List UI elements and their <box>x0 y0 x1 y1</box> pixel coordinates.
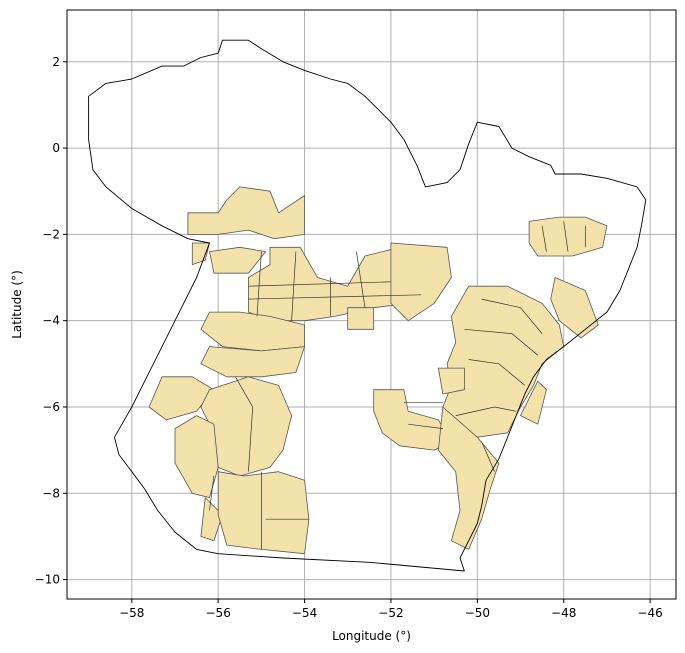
territory-region-4 <box>390 242 452 322</box>
state-boundary <box>88 39 647 572</box>
x-tick-label: −54 <box>292 606 317 620</box>
region-border-6 <box>235 376 254 472</box>
region-border-0 <box>256 251 262 317</box>
territory-region-18 <box>550 277 599 339</box>
axis-ticks: −58 −56 −54 −52 −50 −48 −46 −10 −8 −6 −4 −2 0 2 <box>35 55 663 620</box>
plot-frame <box>66 9 677 600</box>
region-border-4 <box>248 281 391 287</box>
x-tick-label: −46 <box>637 606 662 620</box>
region-border-12 <box>481 298 543 334</box>
y-tick-label: −4 <box>42 314 60 328</box>
x-tick-label: −56 <box>206 606 231 620</box>
region-border-13 <box>464 328 539 356</box>
region-border-14 <box>468 359 526 386</box>
territory-region-8 <box>148 376 215 421</box>
y-tick-label: −6 <box>42 400 60 414</box>
region-border-15 <box>455 406 517 416</box>
territory-region-15 <box>438 367 465 395</box>
territory-region-7 <box>200 346 305 378</box>
territory-region-16 <box>438 406 500 550</box>
y-tick-label: −10 <box>35 573 60 587</box>
region-internal-borders <box>209 221 586 550</box>
x-axis-title: Longitude (°) <box>332 629 411 643</box>
territory-region-1 <box>191 242 210 265</box>
region-border-9 <box>209 475 215 511</box>
territory-region-2 <box>209 246 267 274</box>
territory-region-12 <box>217 471 310 555</box>
region-border-1 <box>291 251 297 321</box>
territory-region-14 <box>442 285 565 438</box>
region-border-3 <box>356 251 366 308</box>
region-border-17 <box>541 225 547 252</box>
region-border-5 <box>248 294 422 300</box>
territory-region-0 <box>187 186 305 240</box>
region-border-18 <box>563 221 569 252</box>
x-tick-label: −58 <box>119 606 144 620</box>
x-tick-label: −52 <box>378 606 403 620</box>
y-tick-label: −8 <box>42 486 60 500</box>
x-tick-label: −50 <box>465 606 490 620</box>
x-tick-label: −48 <box>551 606 576 620</box>
territory-region-19 <box>520 380 547 425</box>
y-tick-label: 2 <box>52 55 60 69</box>
y-axis-title: Latitude (°) <box>10 270 24 339</box>
territory-region-5 <box>347 307 375 330</box>
territory-region-10 <box>174 415 219 498</box>
region-border-16 <box>481 441 495 472</box>
territory-region-11 <box>200 497 223 542</box>
territory-region-17 <box>528 216 608 257</box>
y-tick-label: 0 <box>52 141 60 155</box>
y-tick-label: −2 <box>42 227 60 241</box>
region-border-11 <box>408 423 443 429</box>
